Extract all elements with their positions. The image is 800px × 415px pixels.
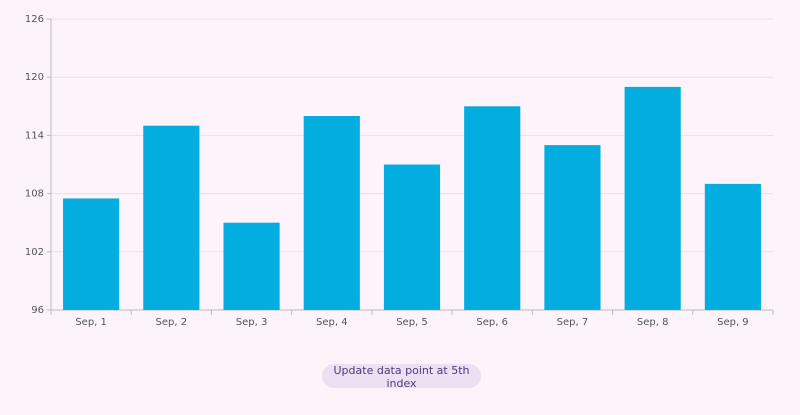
bar: [223, 222, 280, 310]
bar: [63, 198, 120, 310]
bar: [383, 164, 441, 310]
y-tick-label: 120: [25, 72, 44, 83]
y-tick-label: 126: [25, 14, 44, 25]
y-tick-label: 96: [31, 305, 44, 316]
x-tick-label: Sep, 1: [75, 317, 107, 328]
x-tick-label: Sep, 2: [156, 317, 188, 328]
x-tick-label: Sep, 3: [236, 317, 268, 328]
bar: [624, 86, 681, 311]
y-tick-label: 114: [25, 130, 44, 141]
bar: [303, 116, 360, 310]
x-tick-label: Sep, 9: [717, 317, 749, 328]
x-tick-label: Sep, 4: [316, 317, 348, 328]
x-tick-label: Sep, 7: [557, 317, 589, 328]
update-button[interactable]: Update data point at 5th index: [322, 364, 481, 390]
bar: [544, 145, 601, 310]
x-tick-label: Sep, 6: [476, 317, 508, 328]
x-tick-label: Sep, 5: [396, 317, 428, 328]
bar: [464, 106, 521, 310]
y-tick-label: 102: [25, 247, 44, 258]
x-tick-label: Sep, 8: [637, 317, 669, 328]
bar: [704, 183, 761, 310]
bar: [143, 125, 200, 310]
y-tick-label: 108: [25, 189, 44, 200]
